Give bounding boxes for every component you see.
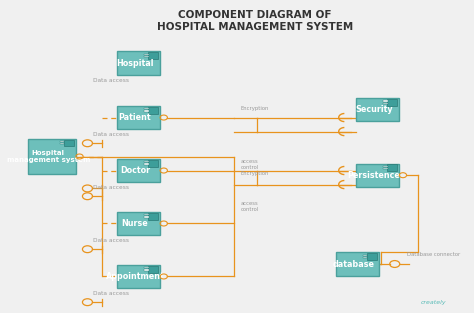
FancyBboxPatch shape <box>383 100 388 102</box>
FancyBboxPatch shape <box>144 54 149 55</box>
FancyBboxPatch shape <box>144 56 149 57</box>
FancyBboxPatch shape <box>117 212 160 235</box>
FancyBboxPatch shape <box>336 252 379 276</box>
Text: Patient: Patient <box>118 113 151 122</box>
Text: Hospital
management system: Hospital management system <box>7 150 90 163</box>
FancyBboxPatch shape <box>144 216 149 218</box>
FancyBboxPatch shape <box>144 163 149 165</box>
Text: Doctor: Doctor <box>120 166 150 175</box>
FancyBboxPatch shape <box>383 166 388 167</box>
FancyBboxPatch shape <box>117 51 160 75</box>
FancyBboxPatch shape <box>144 108 149 110</box>
FancyBboxPatch shape <box>64 140 74 146</box>
Text: COMPONENT DIAGRAM OF
HOSPITAL MANAGEMENT SYSTEM: COMPONENT DIAGRAM OF HOSPITAL MANAGEMENT… <box>156 10 353 32</box>
FancyBboxPatch shape <box>117 265 160 288</box>
FancyBboxPatch shape <box>28 139 76 174</box>
FancyBboxPatch shape <box>367 253 377 260</box>
FancyBboxPatch shape <box>144 214 149 215</box>
FancyBboxPatch shape <box>117 106 160 129</box>
Text: Nurse: Nurse <box>121 219 148 228</box>
FancyBboxPatch shape <box>148 160 158 167</box>
FancyBboxPatch shape <box>144 110 149 112</box>
FancyBboxPatch shape <box>148 52 158 59</box>
FancyBboxPatch shape <box>144 161 149 162</box>
FancyBboxPatch shape <box>383 168 388 169</box>
Text: Data access: Data access <box>93 78 129 83</box>
FancyBboxPatch shape <box>363 257 367 258</box>
FancyBboxPatch shape <box>387 164 398 171</box>
FancyBboxPatch shape <box>148 266 158 273</box>
Text: Data access: Data access <box>93 238 129 243</box>
FancyBboxPatch shape <box>148 213 158 220</box>
Text: Data access: Data access <box>93 132 129 137</box>
FancyBboxPatch shape <box>387 99 398 106</box>
Text: Persistence: Persistence <box>347 171 401 180</box>
Text: access
control
Encryption: access control Encryption <box>241 159 269 176</box>
FancyBboxPatch shape <box>148 107 158 114</box>
Text: creately: creately <box>421 300 447 305</box>
FancyBboxPatch shape <box>117 159 160 182</box>
FancyBboxPatch shape <box>144 267 149 268</box>
Text: Encryption: Encryption <box>241 106 269 111</box>
Text: access
control: access control <box>241 201 259 212</box>
Text: Security: Security <box>355 105 393 114</box>
Text: Data access: Data access <box>93 291 129 296</box>
Text: Data access: Data access <box>93 185 129 190</box>
FancyBboxPatch shape <box>356 163 399 187</box>
FancyBboxPatch shape <box>60 141 64 142</box>
FancyBboxPatch shape <box>383 103 388 104</box>
FancyBboxPatch shape <box>363 255 367 256</box>
Text: database: database <box>332 259 374 269</box>
FancyBboxPatch shape <box>356 98 399 121</box>
FancyBboxPatch shape <box>60 143 64 144</box>
Text: Database connector: Database connector <box>407 252 461 257</box>
Text: Hospital: Hospital <box>116 59 154 68</box>
FancyBboxPatch shape <box>144 269 149 270</box>
Text: Appointment: Appointment <box>106 272 164 281</box>
